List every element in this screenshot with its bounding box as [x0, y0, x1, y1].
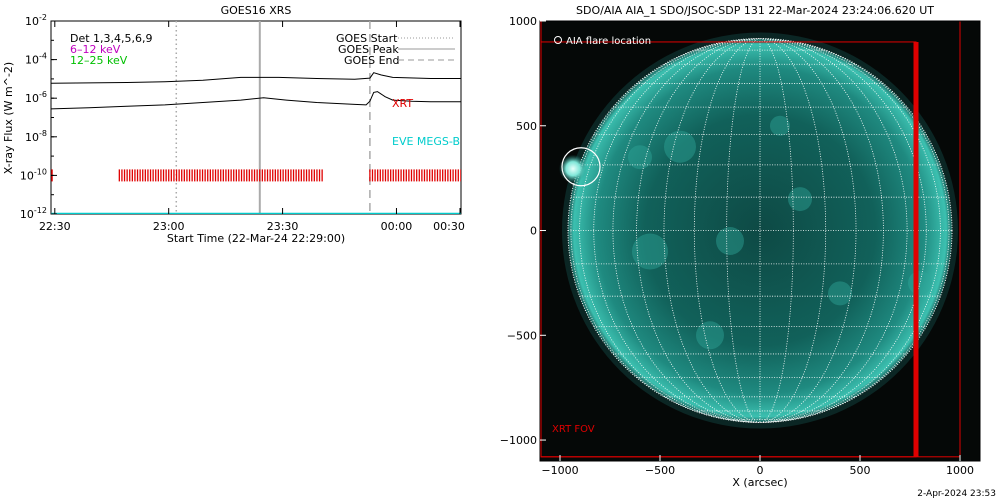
goes-x-tick-label: 22:30 — [39, 220, 71, 233]
active-region — [696, 321, 724, 350]
goes-legend: GOES Start GOES Peak GOES End — [336, 32, 455, 67]
aia-x-tick-label: 500 — [850, 464, 871, 477]
heliographic-grid — [568, 38, 952, 423]
active-region — [828, 281, 852, 306]
xrt-coverage-segment — [118, 169, 323, 182]
aia-x-tick-label: 1000 — [946, 464, 974, 477]
longitude-line — [759, 38, 884, 423]
footer-date: 2-Apr-2024 23:53 — [917, 489, 996, 499]
series-line-upper — [51, 72, 461, 84]
flare-location-circle — [561, 147, 601, 187]
longitude-line — [579, 38, 761, 423]
active-region — [628, 145, 652, 170]
longitude-line — [636, 38, 761, 423]
goes-x-tick-label: 23:00 — [153, 220, 185, 233]
aia-image — [540, 21, 961, 458]
aia-x-axis: −1000 −500 0 500 1000 — [541, 455, 974, 477]
goes-title: GOES16 XRS — [221, 4, 292, 17]
eve-label: EVE MEGS-B — [392, 135, 460, 148]
goes-y-tick-label: 10-4 — [25, 52, 47, 67]
aia-y-tick-label: 500 — [516, 120, 537, 133]
aia-y-tick-label: 0 — [530, 225, 537, 238]
aia-y-axis: 1000 500 0 −500 −1000 — [500, 15, 546, 447]
goes-plot-area — [51, 21, 461, 214]
aia-flare-legend: AIA flare location — [554, 36, 651, 47]
aia-y-tick-label: 1000 — [509, 15, 537, 28]
longitude-line — [759, 38, 941, 423]
band-label-6-12: 6–12 keV — [70, 43, 121, 56]
xrt-coverage-segment — [369, 169, 461, 182]
legend-goes-end: GOES End — [344, 54, 400, 67]
legend-goes-start: GOES Start — [336, 32, 398, 45]
active-regions — [628, 115, 932, 350]
aia-y-tick-label: −1000 — [500, 434, 537, 447]
aia-panel: SDO/AIA AIA_1 SDO/JSOC-SDP 131 22-Mar-20… — [500, 4, 981, 489]
detector-label: Det 1,3,4,5,6,9 — [70, 32, 153, 45]
goes-y-tick-label: 10-8 — [25, 129, 47, 144]
goes-y-axis-label: X-ray Flux (W m^-2) — [2, 62, 15, 174]
goes-x-axis: 22:30 23:00 23:30 00:00 00:30 — [39, 21, 465, 233]
goes-x-tick-label: 00:30 — [433, 220, 465, 233]
aia-x-axis-label: X (arcsec) — [732, 476, 787, 489]
aia-x-tick-label: −1000 — [541, 464, 578, 477]
aia-y-tick-label: −500 — [507, 329, 537, 342]
goes-panel: GOES16 XRS 22:30 23:00 23:30 00:00 00:30 10-… — [2, 4, 465, 245]
longitude-line — [759, 38, 794, 423]
goes-y-tick-label: 10-12 — [20, 206, 47, 221]
aia-title: SDO/AIA AIA_1 SDO/JSOC-SDP 131 22-Mar-20… — [576, 4, 934, 17]
longitude-line — [726, 38, 761, 423]
longitude-line — [612, 38, 761, 423]
goes-y-tick-label: 10-2 — [25, 13, 47, 28]
flare-location-label: AIA flare location — [566, 36, 651, 47]
goes-x-axis-label: Start Time (22-Mar-24 22:29:00) — [167, 232, 345, 245]
band-label-12-25: 12–25 keV — [70, 54, 128, 67]
active-region — [908, 270, 932, 295]
active-region — [770, 115, 790, 136]
xrt-label: XRT — [392, 97, 413, 110]
xrt-fov-label: XRT FOV — [552, 424, 595, 435]
series-line-lower — [51, 91, 461, 110]
aia-x-tick-label: 0 — [757, 464, 764, 477]
legend-goes-peak: GOES Peak — [338, 43, 399, 56]
goes-y-tick-label: 10-6 — [25, 90, 47, 105]
goes-x-tick-label: 00:00 — [381, 220, 413, 233]
active-region — [664, 130, 696, 163]
flare-marker-icon — [554, 36, 562, 44]
longitude-line — [759, 38, 908, 423]
solar-limb — [567, 38, 953, 424]
aia-x-tick-label: −500 — [645, 464, 675, 477]
active-region — [632, 233, 668, 270]
goes-y-tick-label: 10-10 — [20, 167, 47, 182]
active-region — [716, 227, 744, 255]
active-region — [788, 187, 812, 212]
goes-x-tick-label: 23:30 — [267, 220, 299, 233]
flare-brightening — [559, 154, 587, 183]
